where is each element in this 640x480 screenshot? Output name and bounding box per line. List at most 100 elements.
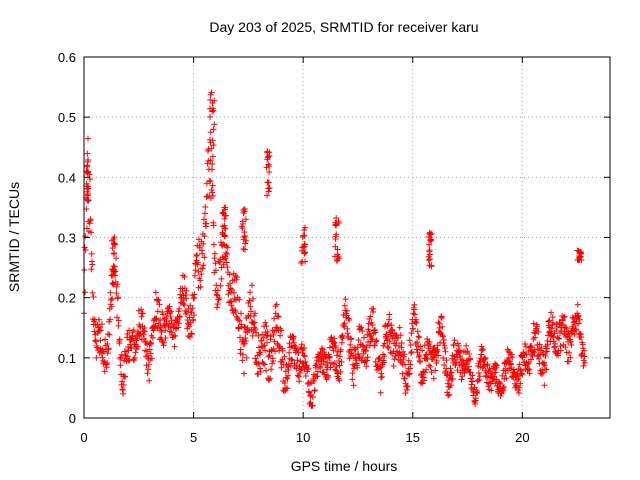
data-point (573, 327, 580, 334)
data-point (266, 169, 273, 176)
data-point (85, 197, 92, 204)
data-point (369, 336, 376, 343)
data-point (143, 348, 150, 355)
data-point (172, 332, 179, 339)
data-point (563, 325, 570, 332)
data-point (516, 384, 523, 391)
data-point (428, 230, 435, 237)
data-point (515, 376, 522, 383)
data-point (335, 253, 342, 260)
data-point (239, 357, 246, 364)
data-point (241, 233, 248, 240)
data-point (263, 367, 270, 374)
data-point (359, 343, 366, 350)
data-point (335, 218, 342, 225)
data-point (378, 370, 385, 377)
data-point (381, 353, 388, 360)
data-point (408, 330, 415, 337)
data-point (221, 232, 228, 239)
data-point (318, 345, 325, 352)
data-point (421, 342, 428, 349)
data-point (199, 250, 206, 257)
data-point (578, 333, 585, 340)
data-point (544, 341, 551, 348)
data-point (333, 363, 340, 370)
data-point (443, 357, 450, 364)
data-point (459, 373, 466, 380)
data-point (410, 325, 417, 332)
data-point (447, 365, 454, 372)
data-point (413, 320, 420, 327)
data-point (354, 344, 361, 351)
data-point (109, 272, 116, 279)
data-point (298, 366, 305, 373)
data-point (117, 362, 124, 369)
data-point (333, 257, 340, 264)
data-point (517, 380, 524, 387)
data-point (247, 303, 254, 310)
data-point (457, 369, 464, 376)
data-point (419, 347, 426, 354)
data-point (213, 291, 220, 298)
data-point (286, 340, 293, 347)
data-point (331, 339, 338, 346)
data-point (109, 295, 116, 302)
data-point (519, 371, 526, 378)
data-point (326, 344, 333, 351)
data-point (371, 342, 378, 349)
data-point (176, 305, 183, 312)
data-point (240, 351, 247, 358)
data-point (286, 349, 293, 356)
data-point (261, 342, 268, 349)
data-point (264, 328, 271, 335)
data-point (222, 255, 229, 262)
data-point (354, 364, 361, 371)
data-point (241, 208, 248, 215)
data-point (105, 345, 112, 352)
data-point (454, 367, 461, 374)
data-point (417, 358, 424, 365)
data-point (377, 355, 384, 362)
data-point (185, 305, 192, 312)
data-point (209, 192, 216, 199)
data-point (298, 247, 305, 254)
data-point (171, 343, 178, 350)
data-point (198, 271, 205, 278)
data-point (284, 375, 291, 382)
data-point (530, 320, 537, 327)
data-point (528, 343, 535, 350)
data-point (435, 319, 442, 326)
data-point (337, 368, 344, 375)
data-point (93, 354, 100, 361)
data-point (457, 353, 464, 360)
data-point (377, 389, 384, 396)
data-point (233, 276, 240, 283)
data-point (360, 334, 367, 341)
data-point (141, 328, 148, 335)
y-tick-label: 0.4 (58, 170, 76, 185)
data-point (183, 295, 190, 302)
data-point (396, 324, 403, 331)
data-point (81, 244, 88, 251)
data-point (446, 391, 453, 398)
data-point (379, 373, 386, 380)
data-point (110, 281, 117, 288)
data-point (282, 368, 289, 375)
data-point (331, 359, 338, 366)
data-point (284, 363, 291, 370)
data-point (183, 287, 190, 294)
data-point (220, 241, 227, 248)
data-point (289, 357, 296, 364)
data-point (294, 357, 301, 364)
data-point (223, 251, 230, 258)
data-point (465, 363, 472, 370)
data-point (321, 349, 328, 356)
data-point (478, 351, 485, 358)
data-point (107, 289, 114, 296)
data-point (107, 316, 114, 323)
data-point (277, 332, 284, 339)
data-point (109, 280, 116, 287)
data-point (236, 296, 243, 303)
data-point (94, 344, 101, 351)
data-point (291, 342, 298, 349)
